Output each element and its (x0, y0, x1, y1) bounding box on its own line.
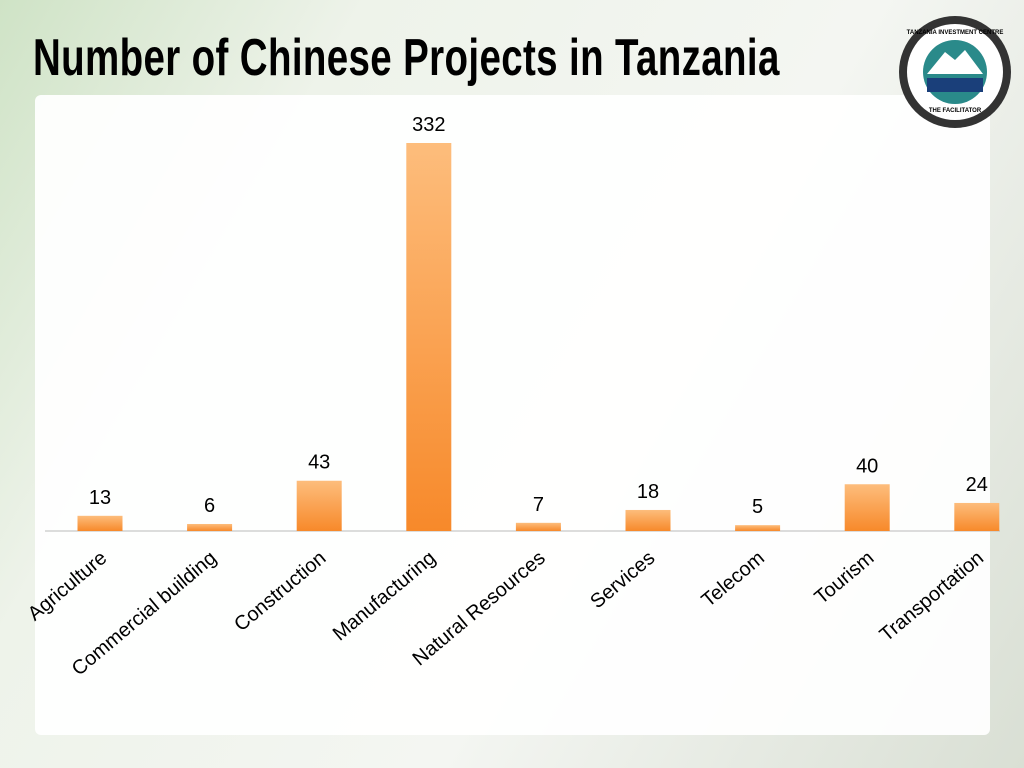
logo-top-text: TANZANIA INVESTMENT CENTRE (907, 30, 1004, 36)
chart-title: Number of Chinese Projects in Tanzania (33, 29, 780, 87)
logo-bottom-text: THE FACILITATOR (929, 108, 982, 114)
x-tick-label: Transportation (876, 547, 988, 646)
logo-mountain (927, 50, 983, 74)
x-tick-label: Construction (230, 547, 330, 636)
logo: TANZANIA INVESTMENT CENTRE THE FACILITAT… (899, 16, 1011, 128)
data-label: 43 (308, 452, 330, 474)
data-label: 6 (204, 495, 215, 517)
data-label: 5 (752, 496, 763, 518)
data-label: 13 (89, 487, 111, 509)
data-label: 7 (533, 494, 544, 516)
data-label: 18 (637, 481, 659, 503)
bar (515, 522, 561, 531)
bar (187, 523, 233, 531)
bar (406, 143, 452, 531)
x-tick-label: Agriculture (24, 547, 111, 625)
bar (625, 509, 671, 531)
bar (844, 484, 890, 531)
x-tick-label: Manufacturing (329, 547, 440, 645)
bar (77, 515, 123, 531)
x-tick-label: Tourism (811, 547, 879, 609)
x-tick-label: Telecom (698, 547, 769, 612)
bar (735, 525, 781, 531)
data-label: 332 (412, 114, 445, 136)
bar (296, 480, 342, 531)
x-tick-label: Services (586, 547, 659, 613)
logo-flag (927, 78, 983, 92)
data-label: 40 (856, 455, 878, 477)
plot-panel (35, 95, 990, 735)
bar (954, 502, 1000, 531)
data-label: 24 (966, 474, 988, 496)
